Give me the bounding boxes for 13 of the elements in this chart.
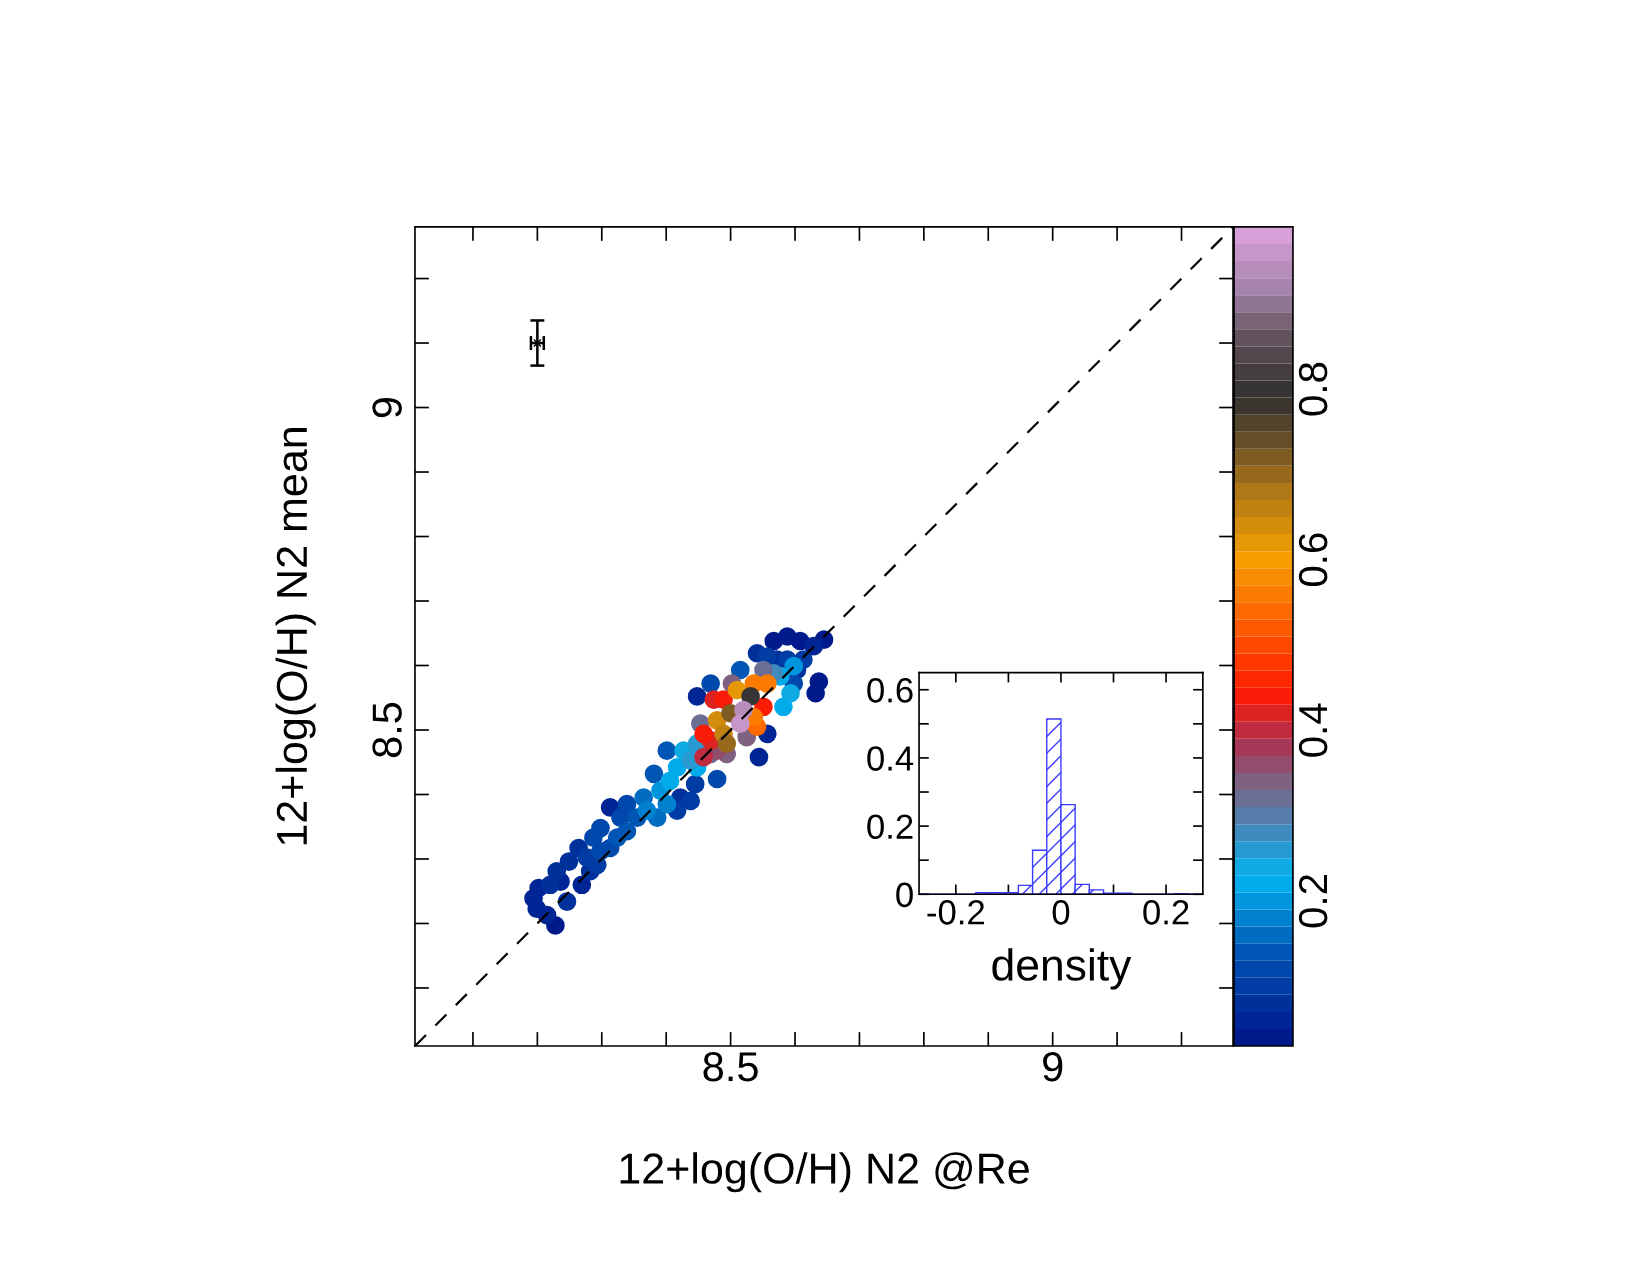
y-tick-label: 0.2 [867, 814, 913, 840]
y-tick-label: 0.6 [867, 678, 913, 703]
x-tick-label: -0.2 [927, 900, 985, 925]
x-tick-label: 0 [1052, 900, 1070, 925]
color-bar-label: 0.4 [1298, 703, 1328, 757]
color-bar-label: 0.6 [1298, 533, 1328, 587]
y-tick-label: 0 [896, 882, 913, 908]
y-axis-title: 12+log(O/H) N2 mean [275, 428, 316, 845]
x-tick-label: 0.2 [1143, 900, 1189, 925]
x-axis-title: 12+log(O/H) N2 @Re [620, 1152, 1029, 1193]
color-bar-label: 0.8 [1298, 362, 1328, 416]
y-tick-label: 0.4 [867, 746, 914, 771]
x-axis-title: density [992, 948, 1132, 990]
